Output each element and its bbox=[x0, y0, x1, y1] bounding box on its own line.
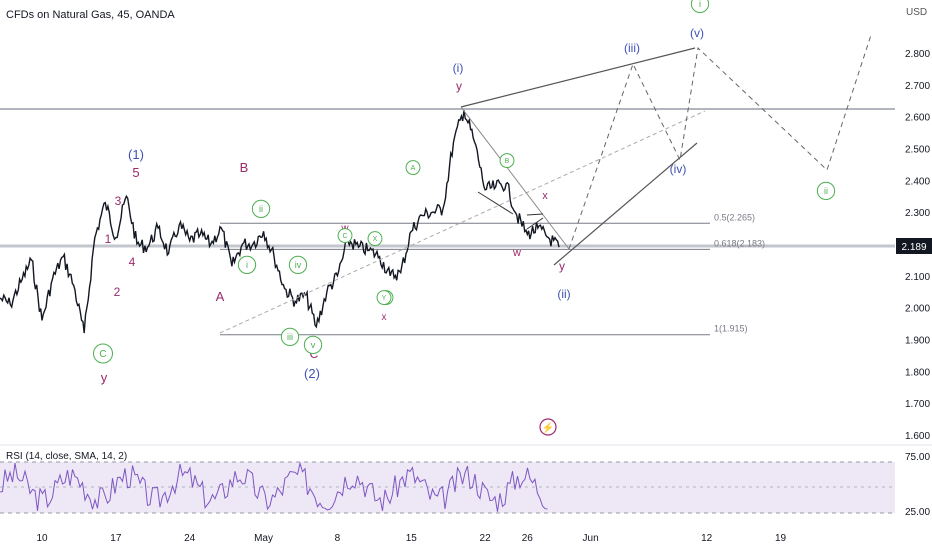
fib-level-label: 0.5(2.265) bbox=[714, 212, 755, 222]
y-tick-label: 2.800 bbox=[905, 49, 930, 60]
x-tick-label: May bbox=[254, 533, 273, 544]
x-tick-label: 15 bbox=[406, 533, 418, 544]
channel-lower-dashed[interactable] bbox=[219, 110, 706, 334]
x-tick-label: 12 bbox=[701, 533, 713, 544]
y-tick-label: 2.700 bbox=[905, 81, 930, 92]
event-marker[interactable]: ⚡ bbox=[539, 418, 557, 436]
y-tick-label: 1.900 bbox=[905, 335, 930, 346]
wave-label: Y bbox=[382, 295, 387, 302]
x-tick-label: Jun bbox=[583, 533, 599, 544]
wave-label: i bbox=[246, 260, 248, 270]
event-marker-circle[interactable] bbox=[539, 418, 557, 436]
x-tick-label: 17 bbox=[110, 533, 122, 544]
wave-label: A bbox=[216, 289, 225, 304]
wave-label: B bbox=[505, 158, 510, 165]
wave-label: y bbox=[456, 79, 462, 93]
wave-label: (i) bbox=[453, 61, 464, 75]
wave-label: (iv) bbox=[670, 162, 687, 176]
channel-upper-line[interactable] bbox=[460, 47, 696, 108]
y-tick-label: 1.800 bbox=[905, 367, 930, 378]
wave-label: 1 bbox=[105, 232, 112, 246]
x-tick-label: 26 bbox=[522, 533, 534, 544]
wave-label-circle bbox=[690, 0, 710, 13]
projection-path[interactable] bbox=[568, 34, 872, 250]
wave-label: A bbox=[411, 165, 416, 172]
rsi-tick-upper: 75.00 bbox=[905, 452, 930, 463]
wave-label: C bbox=[310, 347, 319, 361]
y-tick-label: 2.100 bbox=[905, 272, 930, 283]
time-axis[interactable]: 10 17 24 May 8 15 22 26 Jun 12 19 bbox=[36, 533, 786, 544]
wave-label: 2 bbox=[114, 285, 121, 299]
wave-label-circle bbox=[251, 199, 271, 219]
rsi-label[interactable]: RSI (14, close, SMA, 14, 2) bbox=[6, 451, 127, 462]
wave-label: 5 bbox=[132, 165, 139, 180]
wave-label-circle bbox=[337, 228, 353, 244]
wave-label-circle bbox=[376, 290, 392, 305]
rsi-line bbox=[0, 461, 548, 512]
wave-label: iv bbox=[295, 260, 302, 270]
wave-label: ii bbox=[259, 204, 263, 214]
y-tick-label: 2.000 bbox=[905, 304, 930, 315]
wedge-line-2 bbox=[526, 213, 544, 216]
fibonacci-levels[interactable]: 0.5(2.265) 0.618(2.183) 1(1.915) bbox=[220, 212, 765, 336]
wave-label-circle bbox=[367, 231, 383, 247]
elliott-wave-labels: (1)53142CyBACiiiiviiiv(2)wx(i)y(iii)(iv)… bbox=[93, 0, 836, 385]
wave-label-circle bbox=[405, 160, 421, 176]
price-axis[interactable]: 2.8002.7002.6002.5002.4002.3002.2002.100… bbox=[905, 49, 930, 442]
fib-level-label: 0.618(2.183) bbox=[714, 238, 765, 248]
y-tick-label: 2.600 bbox=[905, 113, 930, 124]
wave-label: 4 bbox=[129, 255, 136, 269]
wedge-line-1 bbox=[477, 191, 514, 215]
x-tick-label: 22 bbox=[480, 533, 492, 544]
wave-label: X bbox=[373, 236, 378, 243]
wave-label: i bbox=[699, 0, 701, 9]
fib-level-label: 1(1.915) bbox=[714, 324, 748, 334]
wave-label: y bbox=[559, 259, 565, 273]
wave-label-circle bbox=[499, 153, 515, 169]
wedge-line-3 bbox=[526, 217, 544, 230]
wave-label: y bbox=[101, 370, 108, 385]
wave-label: 3 bbox=[115, 194, 122, 208]
last-price-badge bbox=[896, 238, 932, 254]
wave-label: v bbox=[311, 340, 316, 350]
x-tick-label: 19 bbox=[775, 533, 787, 544]
chart-title: CFDs on Natural Gas, 45, OANDA bbox=[6, 9, 175, 21]
currency-label: USD bbox=[906, 7, 927, 18]
wave-label: (1) bbox=[128, 147, 144, 162]
wave-label: C bbox=[342, 233, 347, 240]
wave-label: (iii) bbox=[624, 41, 640, 55]
wave-label-circle bbox=[237, 255, 257, 275]
x-tick-label: 10 bbox=[36, 533, 48, 544]
x-tick-label: 24 bbox=[184, 533, 196, 544]
wave-label: x bbox=[542, 190, 548, 202]
y-tick-label: 2.300 bbox=[905, 208, 930, 219]
wave-label: (ii) bbox=[557, 287, 570, 301]
lightning-icon: ⚡ bbox=[542, 421, 554, 434]
y-tick-label: 1.600 bbox=[905, 431, 930, 442]
trend-lines[interactable] bbox=[219, 34, 872, 334]
y-tick-label: 2.400 bbox=[905, 176, 930, 187]
rsi-tick-lower: 25.00 bbox=[905, 507, 930, 518]
wave-label: ii bbox=[824, 186, 828, 196]
wave-label: iii bbox=[287, 332, 293, 342]
last-price-value: 2.189 bbox=[901, 242, 926, 253]
wave-label-circle bbox=[816, 181, 836, 201]
wave-label-circle bbox=[280, 327, 300, 347]
wave-ii-target-line[interactable] bbox=[553, 142, 698, 266]
x-tick-label: 8 bbox=[335, 533, 341, 544]
y-tick-label: 1.700 bbox=[905, 399, 930, 410]
wave-label: x bbox=[382, 312, 387, 323]
wave-label: (v) bbox=[690, 26, 704, 40]
wave-label: w bbox=[512, 247, 521, 259]
y-tick-label: 2.500 bbox=[905, 144, 930, 155]
wave-label: C bbox=[99, 349, 106, 360]
wave-label: (2) bbox=[304, 366, 320, 381]
wave-label-circle bbox=[303, 335, 323, 355]
wave-label-circle bbox=[93, 343, 113, 364]
wave-label: B bbox=[240, 160, 249, 175]
wave-label-circle bbox=[288, 255, 308, 275]
wave-down-line[interactable] bbox=[460, 106, 570, 250]
price-series-line bbox=[0, 110, 560, 334]
